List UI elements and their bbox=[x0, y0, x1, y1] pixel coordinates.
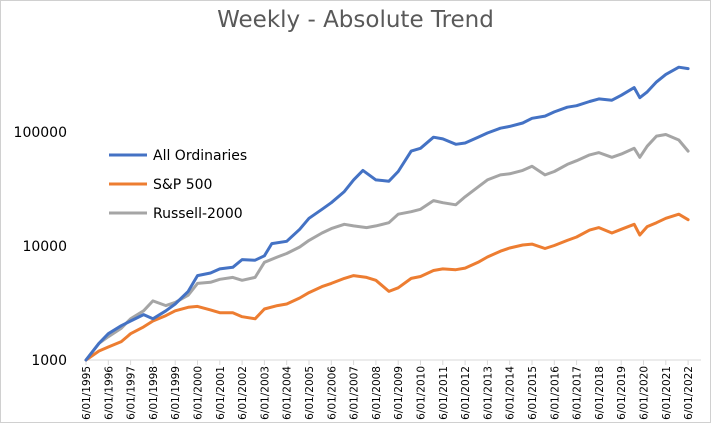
series-line-s-p-500 bbox=[84, 212, 690, 362]
x-tick-label: 6/01/2001 bbox=[215, 366, 227, 420]
x-tick-label: 6/01/2006 bbox=[326, 366, 338, 420]
y-tick-label: 1000 bbox=[31, 353, 67, 369]
chart-title: Weekly - Absolute Trend bbox=[217, 7, 494, 33]
x-tick-label: 6/01/2007 bbox=[349, 366, 361, 420]
y-tick-label: 100000 bbox=[14, 125, 67, 141]
x-tick-label: 6/01/1999 bbox=[170, 366, 182, 420]
x-tick-label: 6/01/2008 bbox=[371, 366, 383, 420]
x-tick-label: 6/01/2012 bbox=[460, 366, 472, 420]
x-tick-label: 6/01/1997 bbox=[126, 366, 138, 420]
x-tick-label: 6/01/2000 bbox=[193, 366, 205, 420]
x-tick-label: 6/01/2019 bbox=[616, 366, 628, 420]
x-tick-label: 6/01/2021 bbox=[661, 366, 673, 420]
legend-label: Russell-2000 bbox=[153, 206, 243, 222]
x-tick-label: 6/01/2014 bbox=[505, 366, 517, 420]
x-tick-label: 6/01/2018 bbox=[594, 366, 606, 420]
series-line-russell-2000 bbox=[84, 133, 690, 362]
x-tick-label: 6/01/2022 bbox=[683, 366, 695, 420]
x-tick-label: 6/01/2005 bbox=[304, 366, 316, 420]
y-tick-label: 10000 bbox=[22, 239, 67, 255]
x-tick-label: 6/01/2016 bbox=[549, 366, 561, 420]
x-tick-label: 6/01/2003 bbox=[259, 366, 271, 420]
x-tick-label: 6/01/2013 bbox=[482, 366, 494, 420]
x-tick-label: 6/01/1996 bbox=[103, 366, 115, 420]
x-tick-label: 6/01/2009 bbox=[393, 366, 405, 420]
x-tick-label: 6/01/1998 bbox=[148, 366, 160, 420]
x-tick-label: 6/01/2004 bbox=[282, 366, 294, 420]
legend-label: All Ordinaries bbox=[153, 148, 247, 164]
series-line-all-ordinaries bbox=[84, 65, 690, 362]
x-tick-label: 6/01/2020 bbox=[639, 366, 651, 420]
x-tick-label: 6/01/2010 bbox=[416, 366, 428, 420]
legend-label: S&P 500 bbox=[153, 177, 212, 193]
x-tick-label: 6/01/2017 bbox=[572, 366, 584, 420]
x-tick-label: 6/01/2011 bbox=[438, 366, 450, 420]
x-tick-label: 6/01/2015 bbox=[527, 366, 539, 420]
x-tick-label: 6/01/1995 bbox=[81, 366, 93, 420]
x-tick-label: 6/01/2002 bbox=[237, 366, 249, 420]
